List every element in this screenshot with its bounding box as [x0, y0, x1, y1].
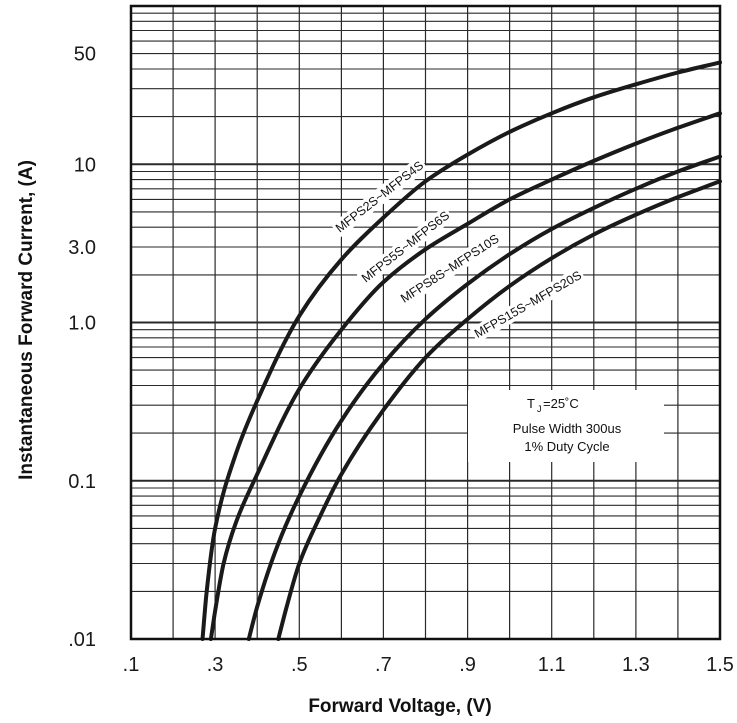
series-line-3	[246, 154, 722, 641]
x-tick-label: 1.5	[706, 654, 734, 676]
curves	[200, 60, 722, 641]
series-line-1	[200, 60, 722, 641]
annotation-temp-j: J	[537, 404, 542, 414]
x-tick-label: .1	[123, 654, 140, 676]
y-tick-label: 50	[74, 44, 96, 66]
x-tick-labels: .1 .3 .5 .7 .9 1.1 1.3 1.5	[123, 654, 734, 676]
series-line-4	[276, 179, 722, 641]
x-tick-label: 1.1	[538, 654, 566, 676]
annotation-duty-cycle: 1% Duty Cycle	[524, 439, 609, 454]
y-tick-label: 3.0	[68, 237, 96, 259]
series-line-2	[208, 111, 722, 641]
y-tick-label: .01	[68, 629, 96, 651]
x-tick-label: .9	[459, 654, 476, 676]
annotation-temp-t: T	[527, 396, 535, 411]
x-axis-label: Forward Voltage, (V)	[308, 696, 491, 717]
x-tick-label: .3	[207, 654, 224, 676]
series-label-background	[356, 206, 455, 288]
y-tick-labels: .01 0.1 1.0 3.0 10 50	[68, 44, 96, 651]
y-tick-label: 0.1	[68, 471, 96, 493]
series-label-background	[469, 266, 587, 343]
annotation-box	[468, 390, 664, 462]
series-label-background	[395, 229, 504, 308]
x-tick-label: 1.3	[622, 654, 650, 676]
y-tick-label: 10	[74, 154, 96, 176]
x-tick-label: .7	[375, 654, 392, 676]
annotation-pulse-width: Pulse Width 300us	[513, 421, 622, 436]
series-label-background	[330, 156, 429, 238]
y-axis-label: Instantaneous Forward Current, (A)	[16, 160, 37, 480]
x-tick-label: .5	[291, 654, 308, 676]
annotation-temp-value: =25˚C	[543, 396, 579, 411]
plot-frame	[129, 4, 722, 641]
y-tick-label: 1.0	[68, 313, 96, 335]
